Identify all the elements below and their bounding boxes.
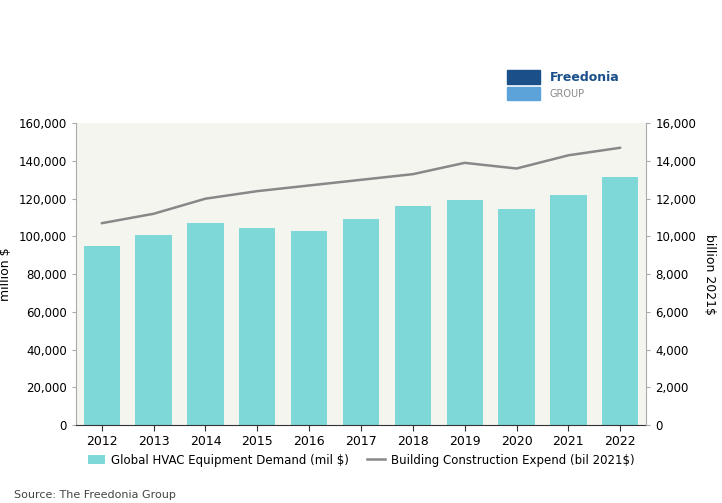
Bar bbox=[291, 231, 327, 425]
Bar bbox=[343, 219, 379, 425]
Bar bbox=[84, 246, 120, 425]
Bar bbox=[550, 195, 586, 425]
Bar bbox=[602, 177, 638, 425]
Bar bbox=[187, 223, 224, 425]
Text: Source: The Freedonia Group: Source: The Freedonia Group bbox=[14, 490, 176, 500]
Bar bbox=[508, 70, 540, 84]
Legend: Global HVAC Equipment Demand (mil $), Building Construction Expend (bil 2021$): Global HVAC Equipment Demand (mil $), Bu… bbox=[88, 454, 634, 467]
Bar bbox=[239, 228, 276, 425]
Bar bbox=[136, 234, 172, 425]
Text: Figure 3-2.
Global HVAC Equipment Demand,
2012 – 2022
(million dollars): Figure 3-2. Global HVAC Equipment Demand… bbox=[11, 3, 261, 69]
Bar bbox=[508, 87, 540, 100]
Y-axis label: million $: million $ bbox=[0, 247, 12, 301]
Text: Freedonia: Freedonia bbox=[550, 71, 619, 85]
Bar bbox=[395, 206, 431, 425]
Bar bbox=[498, 209, 535, 425]
Bar bbox=[447, 200, 483, 425]
Text: GROUP: GROUP bbox=[550, 90, 585, 99]
Y-axis label: billion 2021$: billion 2021$ bbox=[703, 233, 716, 315]
